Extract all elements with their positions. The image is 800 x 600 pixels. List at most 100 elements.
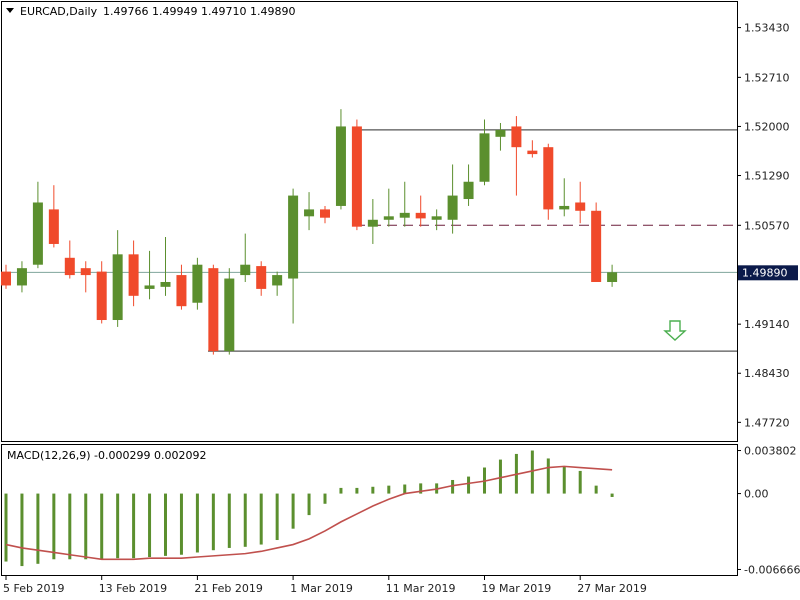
candle-body [288, 195, 299, 279]
candle-body [112, 254, 123, 321]
macd-histogram-bar [387, 485, 391, 494]
candle-body [351, 126, 362, 227]
price-tick-label: 1.53430 [744, 22, 790, 35]
candle-body [144, 285, 155, 289]
macd-histogram-bar [227, 493, 231, 548]
price-tick-label: 1.52000 [744, 120, 790, 133]
candle-body [16, 268, 27, 286]
macd-histogram-bar [578, 470, 582, 494]
candle-body [591, 210, 602, 282]
candle-body [447, 195, 458, 220]
macd-histogram-bar [148, 493, 152, 558]
candle-body [415, 212, 426, 219]
candle-body [1, 271, 11, 286]
date-tick-label: 5 Feb 2019 [3, 582, 64, 595]
candle-body [607, 272, 618, 282]
macd-histogram-bar [195, 493, 199, 553]
symbol-label: EURCAD,Daily [20, 5, 98, 18]
date-tick-label: 19 Mar 2019 [482, 582, 552, 595]
candle-body [527, 150, 538, 155]
macd-signal-line [5, 465, 613, 561]
candle-body [399, 212, 410, 218]
price-tick-label: 1.52710 [744, 71, 790, 84]
candle-body [208, 268, 219, 352]
macd-histogram-bar [451, 479, 455, 494]
macd-histogram-bar [259, 493, 263, 545]
macd-histogram-bar [467, 476, 471, 494]
macd-histogram-bar [4, 493, 8, 562]
candle-body [559, 205, 570, 210]
macd-histogram-bar [371, 486, 375, 494]
price-tick-label: 1.51290 [744, 170, 790, 183]
macd-tick-label: -0.006666 [744, 563, 800, 576]
candle-body [511, 126, 522, 148]
candle-body [64, 257, 75, 276]
candle-body [80, 268, 91, 276]
price-tick-label: 1.47720 [744, 416, 790, 429]
macd-histogram-bar [68, 493, 72, 560]
macd-tick-label: 0.003802 [744, 445, 797, 458]
candle-body [272, 275, 283, 286]
macd-histogram-bar [530, 450, 534, 494]
candle-body [383, 216, 394, 220]
candle-body [463, 181, 474, 200]
macd-histogram-bar [419, 483, 423, 494]
candle-body [192, 264, 203, 303]
candle-body [304, 209, 315, 217]
macd-label: MACD(12,26,9) -0.000299 0.002092 [7, 449, 206, 462]
macd-histogram-bar [562, 466, 566, 494]
price-tick-label: 1.49140 [744, 318, 790, 331]
macd-histogram-bar [100, 493, 104, 560]
candle-body [256, 266, 267, 289]
candle-body [335, 126, 346, 206]
macd-histogram-bar [164, 493, 167, 556]
candle-body [479, 133, 490, 182]
candle-body [224, 278, 235, 352]
macd-tick-label: 0.00 [744, 488, 769, 501]
macd-histogram-bar [594, 485, 598, 494]
macd-histogram-bar [132, 493, 136, 559]
candle-body [431, 216, 442, 220]
macd-histogram-bar [275, 493, 279, 541]
candle-body [240, 264, 251, 276]
macd-histogram-bar [546, 458, 550, 494]
down-arrow-icon [663, 320, 687, 341]
current-price-label: 1.49890 [742, 266, 788, 279]
macd-histogram-bar [211, 493, 215, 551]
macd-histogram-bar [52, 493, 56, 560]
candle-body [32, 202, 43, 265]
date-tick-label: 11 Mar 2019 [386, 582, 456, 595]
candle-body [48, 209, 59, 244]
date-tick-label: 21 Feb 2019 [194, 582, 262, 595]
macd-series [4, 450, 614, 567]
macd-histogram-bar [610, 493, 614, 497]
price-tick-label: 1.50570 [744, 219, 790, 232]
macd-histogram-bar [20, 493, 24, 567]
ohlc-readout: 1.49766 1.49949 1.49710 1.49890 [103, 5, 295, 18]
macd-histogram-bar [36, 493, 40, 564]
macd-histogram-bar [291, 493, 295, 529]
macd-histogram-bar [243, 493, 247, 547]
triangle-down-icon[interactable] [6, 8, 14, 13]
macd-histogram-bar [116, 493, 120, 559]
current-price-tag [738, 265, 798, 281]
macd-histogram-bar [179, 493, 183, 555]
candle-body [543, 147, 554, 210]
macd-histogram-bar [323, 493, 327, 504]
price-tick-label: 1.48430 [744, 367, 790, 380]
macd-histogram-bar [498, 459, 502, 494]
macd-histogram-bar [84, 493, 88, 560]
macd-histogram-bar [355, 487, 359, 494]
candle-body [96, 271, 107, 321]
macd-histogram-bar [339, 487, 343, 494]
macd-histogram-bar [403, 484, 407, 494]
macd-histogram-bar [307, 493, 311, 516]
candle-body [320, 209, 330, 218]
date-tick-label: 13 Feb 2019 [99, 582, 167, 595]
axes: 1.53430 1.52710 1.52000 1.51290 1.50570 1.491… [3, 22, 800, 595]
candle-body [575, 202, 586, 211]
candle-body [495, 129, 506, 137]
date-tick-label: 1 Mar 2019 [290, 582, 353, 595]
candle-body [160, 281, 171, 287]
